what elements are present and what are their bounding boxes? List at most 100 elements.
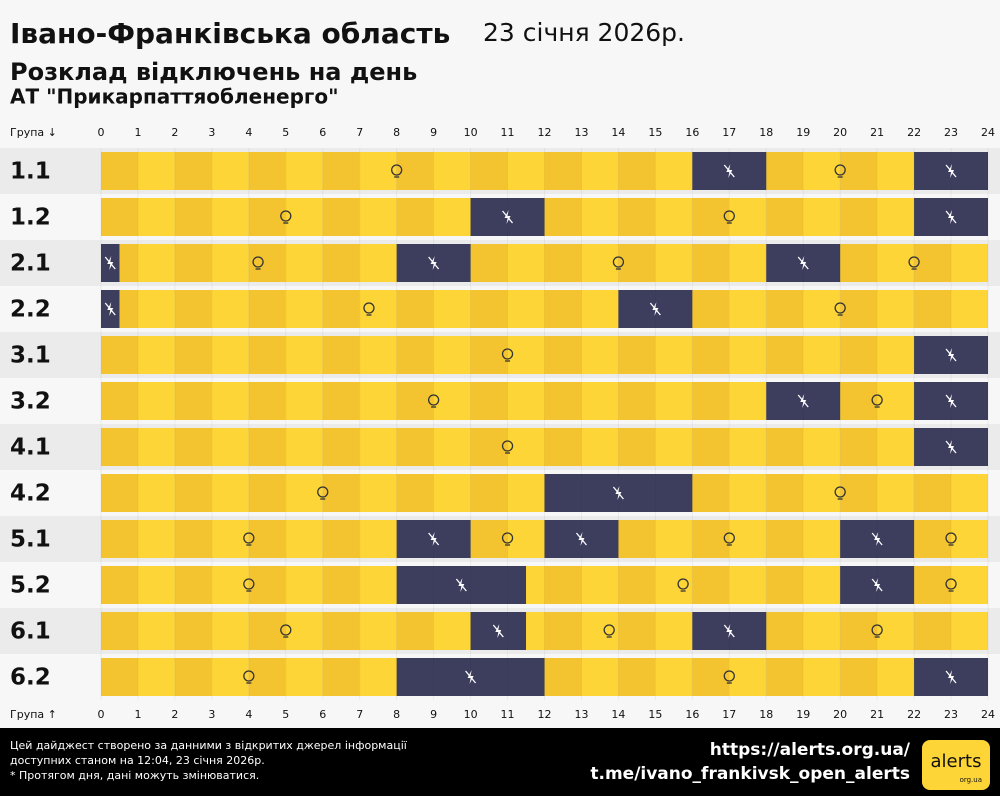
on-stripe	[211, 566, 249, 604]
on-stripe	[359, 382, 397, 420]
on-stripe	[359, 520, 397, 558]
on-stripe	[581, 336, 619, 374]
x-tick-label: 18	[759, 708, 773, 721]
on-stripe	[655, 658, 693, 696]
on-stripe	[840, 244, 878, 282]
on-stripe	[396, 428, 434, 466]
on-stripe	[803, 566, 841, 604]
on-stripe	[914, 612, 952, 650]
bulb-icon	[945, 578, 957, 590]
on-stripe	[396, 336, 434, 374]
x-tick-label: 2	[171, 708, 178, 721]
on-stripe	[840, 336, 878, 374]
on-stripe	[877, 152, 915, 190]
on-stripe	[101, 566, 138, 604]
outage-icon	[945, 670, 957, 684]
bulb-icon	[317, 486, 329, 498]
x-tick-label: 15	[648, 708, 662, 721]
on-stripe	[581, 612, 619, 650]
x-tick-label: 18	[759, 126, 773, 139]
bulb-icon	[243, 532, 255, 544]
on-stripe	[803, 612, 841, 650]
on-stripe	[692, 336, 730, 374]
on-stripe	[840, 612, 878, 650]
on-stripe	[877, 336, 915, 374]
on-stripe	[507, 290, 545, 328]
on-stripe	[101, 382, 138, 420]
on-stripe	[914, 244, 952, 282]
on-stripe	[692, 658, 730, 696]
on-stripe	[914, 290, 952, 328]
on-stripe	[101, 612, 138, 650]
on-stripe	[655, 152, 693, 190]
on-stripe	[174, 520, 212, 558]
footer-note: Цей дайджест створено за данними з відкр…	[10, 739, 408, 752]
x-tick-label: 10	[464, 126, 478, 139]
on-stripe	[544, 658, 582, 696]
on-stripe	[877, 428, 915, 466]
on-stripe	[322, 566, 360, 604]
on-stripe	[729, 198, 767, 236]
x-tick-label: 17	[722, 708, 736, 721]
on-stripe	[951, 290, 988, 328]
x-tick-label: 6	[319, 708, 326, 721]
on-stripe	[211, 658, 249, 696]
footer-link[interactable]: t.me/ivano_frankivsk_open_alerts	[590, 764, 910, 784]
bulb-icon	[908, 256, 920, 268]
title: Івано-Франківська область	[10, 17, 450, 50]
outage-icon	[428, 532, 440, 546]
on-stripe	[507, 336, 545, 374]
row-label: 2.1	[10, 251, 51, 277]
on-stripe	[803, 152, 841, 190]
on-stripe	[618, 152, 656, 190]
on-stripe	[877, 474, 915, 512]
bulb-icon	[243, 670, 255, 682]
on-stripe	[729, 474, 767, 512]
on-stripe	[285, 520, 323, 558]
on-stripe	[285, 612, 323, 650]
outage-icon	[723, 624, 735, 638]
x-tick-label: 5	[282, 708, 289, 721]
on-stripe	[174, 428, 212, 466]
on-stripe	[396, 382, 434, 420]
on-stripe	[174, 198, 212, 236]
bulb-icon	[501, 532, 514, 544]
on-stripe	[766, 336, 804, 374]
row-label: 6.1	[10, 619, 51, 645]
on-stripe	[174, 290, 212, 328]
footer-link[interactable]: https://alerts.org.ua/	[710, 740, 911, 760]
outage-icon	[871, 578, 883, 592]
on-stripe	[618, 658, 656, 696]
bulb-icon	[612, 256, 625, 268]
row-label: 5.1	[10, 527, 51, 553]
outage-icon	[455, 578, 467, 592]
on-stripe	[137, 428, 175, 466]
on-stripe	[692, 474, 730, 512]
x-tick-label: 1	[134, 126, 141, 139]
on-stripe	[766, 152, 804, 190]
x-tick-label: 21	[870, 708, 884, 721]
on-stripe	[359, 336, 397, 374]
on-stripe	[396, 290, 434, 328]
x-tick-label: 13	[574, 708, 588, 721]
outage-icon	[871, 532, 883, 546]
logo-sub: org.ua	[960, 776, 982, 784]
x-tick-label: 7	[356, 126, 363, 139]
on-stripe	[507, 152, 545, 190]
on-stripe	[729, 244, 767, 282]
on-stripe	[396, 152, 434, 190]
on-stripe	[359, 566, 397, 604]
on-stripe	[618, 244, 656, 282]
on-stripe	[655, 336, 693, 374]
on-stripe	[470, 382, 508, 420]
on-stripe	[359, 244, 397, 282]
on-stripe	[433, 290, 471, 328]
bulb-icon	[252, 256, 264, 268]
bulb-icon	[427, 394, 440, 406]
bulb-icon	[603, 624, 615, 636]
on-stripe	[248, 336, 286, 374]
x-tick-label: 9	[430, 708, 437, 721]
on-stripe	[692, 198, 730, 236]
on-stripe	[581, 658, 619, 696]
